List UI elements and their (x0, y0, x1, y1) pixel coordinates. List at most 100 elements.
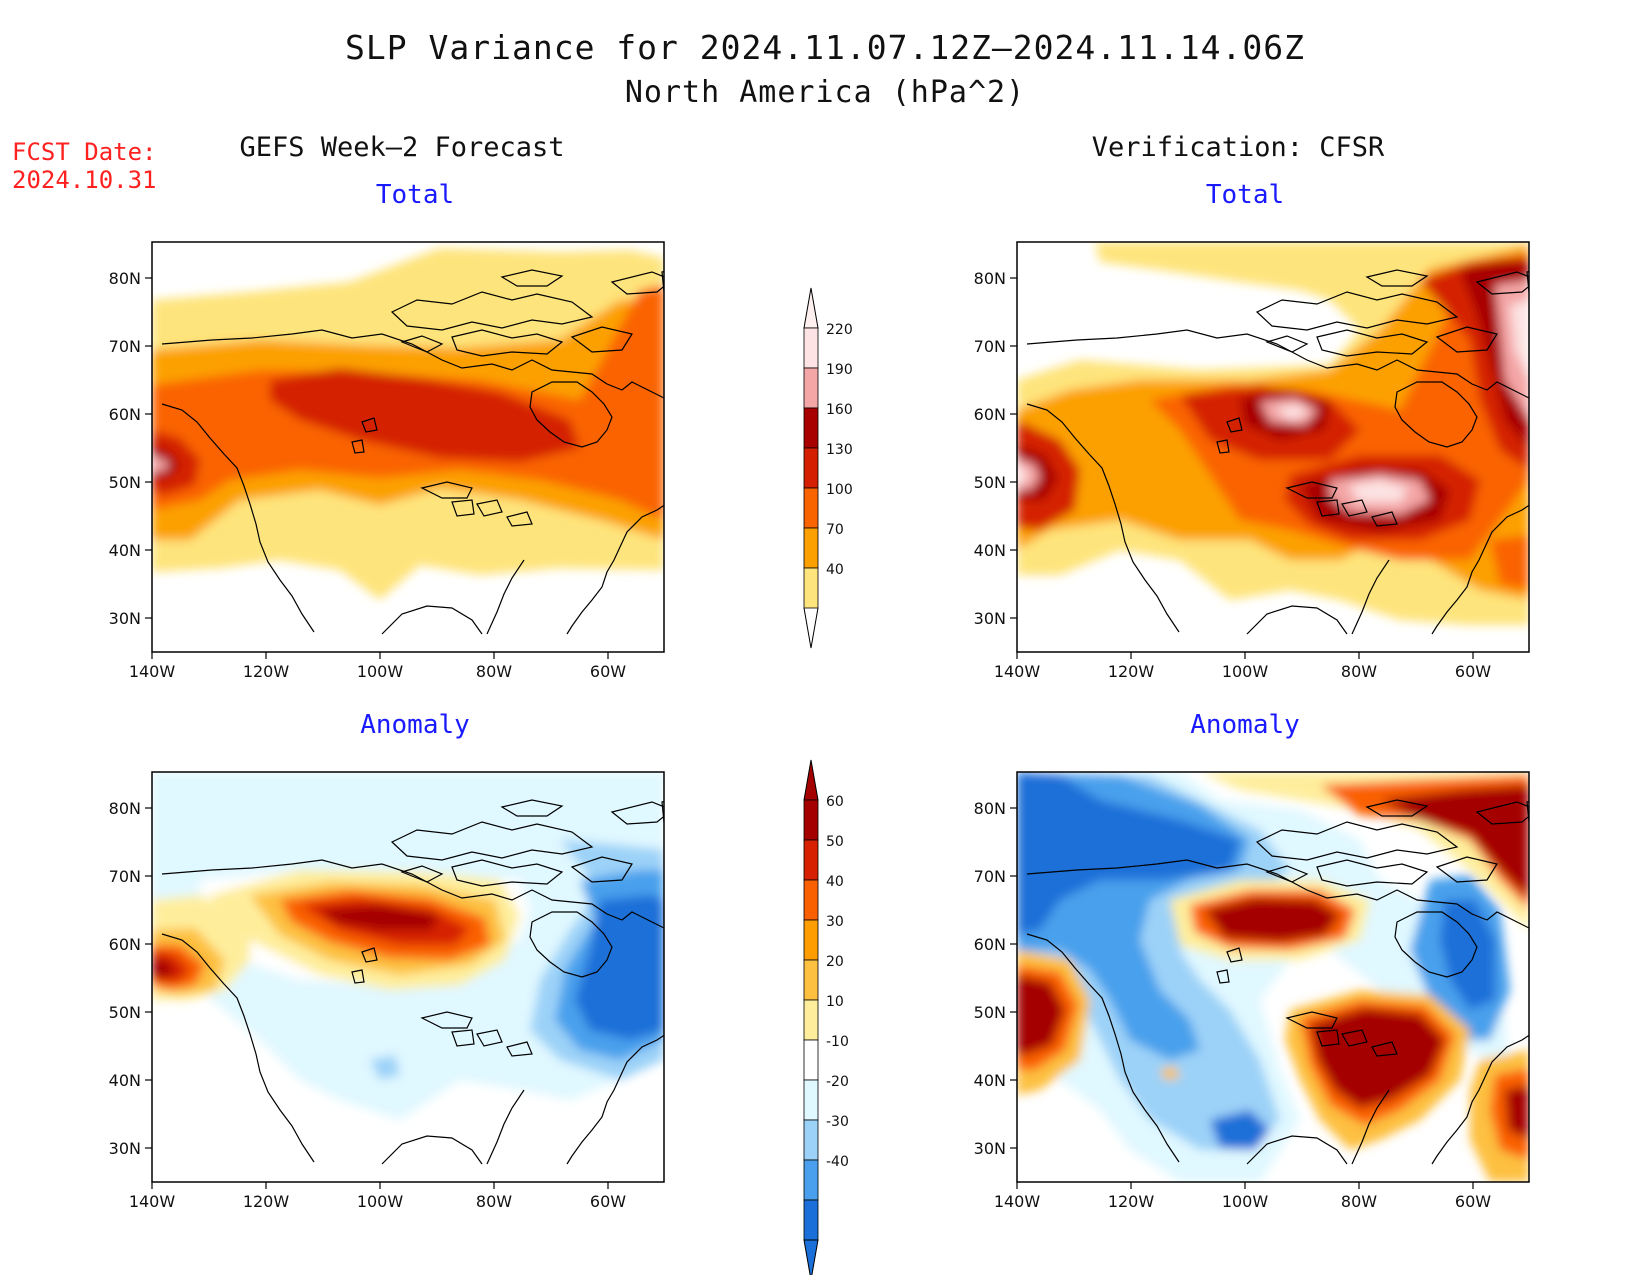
verification-anomaly-lon-label: 60W (1455, 1192, 1491, 1211)
forecast-anomaly-lat-label: 50N (109, 1003, 141, 1022)
forecast-total-lat-label: 70N (109, 337, 141, 356)
colorbar-total-label: 190 (826, 362, 853, 378)
colorbar-total-label: 220 (826, 322, 853, 338)
chart-title: SLP Variance for 2024.11.07.12Z–2024.11.… (345, 28, 1305, 67)
colorbar-total-swatch (803, 407, 819, 449)
colorbar-total-swatch (803, 447, 819, 489)
forecast-total-lat-label: 60N (109, 405, 141, 424)
verification-anomaly-lat-label: 60N (974, 935, 1006, 954)
colorbar-total-swatch (803, 527, 819, 569)
colorbar-anomaly-swatch (803, 839, 819, 881)
forecast-total-lat-label: 80N (109, 269, 141, 288)
colorbar-anomaly-swatch (803, 919, 819, 961)
verification-anomaly-lat-label: 70N (974, 867, 1006, 886)
colorbar-total-label: 160 (826, 402, 853, 418)
forecast-total-lon-label: 60W (590, 662, 626, 681)
forecast-anomaly-lon-label: 60W (590, 1192, 626, 1211)
verification-total-lon-label: 140W (994, 662, 1041, 681)
colorbar-anomaly-label: 10 (826, 994, 844, 1010)
colorbar-anomaly-label: 60 (826, 794, 844, 810)
forecast-total-lat-label: 30N (109, 609, 141, 628)
colorbar-anomaly-swatch (803, 1119, 819, 1161)
verification-anomaly-lon-label: 140W (994, 1192, 1041, 1211)
forecast-anomaly-lon-label: 140W (129, 1192, 176, 1211)
colorbar-anomaly-bottom-tip (803, 1239, 819, 1275)
forecast-anomaly-lon-label: 80W (476, 1192, 512, 1211)
verification-total-lat-label: 80N (974, 269, 1006, 288)
colorbar-anomaly-swatch (803, 999, 819, 1041)
colorbar-anomaly-label: -20 (826, 1074, 849, 1090)
verification-anomaly-lat-label: 40N (974, 1071, 1006, 1090)
colorbar-total-swatch (803, 327, 819, 369)
forecast-date-label: FCST Date: (12, 138, 157, 166)
forecast-date-value: 2024.10.31 (12, 166, 157, 194)
colorbar-anomaly-swatch (803, 959, 819, 1001)
colorbar-anomaly: 60 50 40 30 20 10 -10 -20 -30 -40 (803, 759, 849, 1275)
forecast-anomaly-map-frame (151, 771, 665, 1183)
colorbar-anomaly-label: -30 (826, 1114, 849, 1130)
verification-anomaly-lon-label: 100W (1222, 1192, 1269, 1211)
colorbar-total-top-tip (803, 287, 819, 329)
colorbar-anomaly-swatch (803, 1159, 819, 1201)
verification-anomaly-lat-label: 30N (974, 1139, 1006, 1158)
forecast-anomaly-lon-label: 120W (243, 1192, 290, 1211)
colorbar-anomaly-swatch (803, 1199, 819, 1241)
colorbar-total-swatch (803, 487, 819, 529)
forecast-anomaly-lat-label: 70N (109, 867, 141, 886)
colorbar-anomaly-label: -10 (826, 1034, 849, 1050)
verification-anomaly-lon-label: 120W (1108, 1192, 1155, 1211)
colorbar-total: 220 190 160 130 100 70 40 (803, 287, 853, 649)
verification-anomaly-label: Anomaly (1190, 710, 1300, 740)
forecast-total-lat-label: 50N (109, 473, 141, 492)
verification-total-lon-label: 120W (1108, 662, 1155, 681)
verification-total-lon-label: 80W (1341, 662, 1377, 681)
forecast-anomaly-lon-label: 100W (357, 1192, 404, 1211)
colorbar-anomaly-label: 40 (826, 874, 844, 890)
verification-total-lat-label: 40N (974, 541, 1006, 560)
forecast-anomaly-lat-label: 30N (109, 1139, 141, 1158)
colorbar-anomaly-swatch (803, 1039, 819, 1081)
forecast-total-lon-label: 140W (129, 662, 176, 681)
colorbar-total-swatch (803, 567, 819, 609)
forecast-total-lon-label: 80W (476, 662, 512, 681)
colorbar-total-swatch (803, 367, 819, 409)
colorbar-anomaly-swatch (803, 879, 819, 921)
forecast-anomaly-lat-label: 60N (109, 935, 141, 954)
verification-total-lat-label: 50N (974, 473, 1006, 492)
forecast-anomaly-lat-label: 40N (109, 1071, 141, 1090)
verification-total-lat-label: 70N (974, 337, 1006, 356)
colorbar-anomaly-top-tip (803, 759, 819, 801)
forecast-date-block: FCST Date: 2024.10.31 (12, 138, 157, 194)
colorbar-anomaly-label: 50 (826, 834, 844, 850)
colorbar-anomaly-label: -40 (826, 1154, 849, 1170)
colorbar-total-label: 100 (826, 482, 853, 498)
forecast-total-lon-label: 120W (243, 662, 290, 681)
verification-anomaly-lat-label: 50N (974, 1003, 1006, 1022)
verification-total-lat-label: 30N (974, 609, 1006, 628)
verification-total-lat-label: 60N (974, 405, 1006, 424)
chart-subtitle: North America (hPa^2) (624, 75, 1026, 110)
forecast-total-lon-label: 100W (357, 662, 404, 681)
verification-total-label: Total (1205, 180, 1285, 210)
axes-layer: 80N 70N 60N 50N 40N 30N 140W 120W 100W 80W 60W 80N 7… (109, 269, 1492, 1211)
colorbar-total-label: 40 (826, 562, 844, 578)
colorbar-total-label: 70 (826, 522, 844, 538)
verification-anomaly-map-frame (1016, 771, 1530, 1183)
colorbar-anomaly-label: 20 (826, 954, 844, 970)
verification-total-lon-label: 60W (1455, 662, 1491, 681)
forecast-total-lat-label: 40N (109, 541, 141, 560)
verification-anomaly-lon-label: 80W (1341, 1192, 1377, 1211)
forecast-column-title: GEFS Week–2 Forecast (239, 132, 565, 163)
forecast-total-map-frame (151, 241, 665, 653)
verification-total-map-frame (1016, 241, 1530, 653)
colorbar-anomaly-label: 30 (826, 914, 844, 930)
colorbar-anomaly-swatch (803, 1079, 819, 1121)
forecast-anomaly-label: Anomaly (360, 710, 470, 740)
colorbar-total-bottom-tip (803, 607, 819, 649)
verification-anomaly-lat-label: 80N (974, 799, 1006, 818)
forecast-anomaly-lat-label: 80N (109, 799, 141, 818)
verification-column-title: Verification: CFSR (1091, 132, 1385, 163)
forecast-total-label: Total (375, 180, 455, 210)
colorbar-total-label: 130 (826, 442, 853, 458)
